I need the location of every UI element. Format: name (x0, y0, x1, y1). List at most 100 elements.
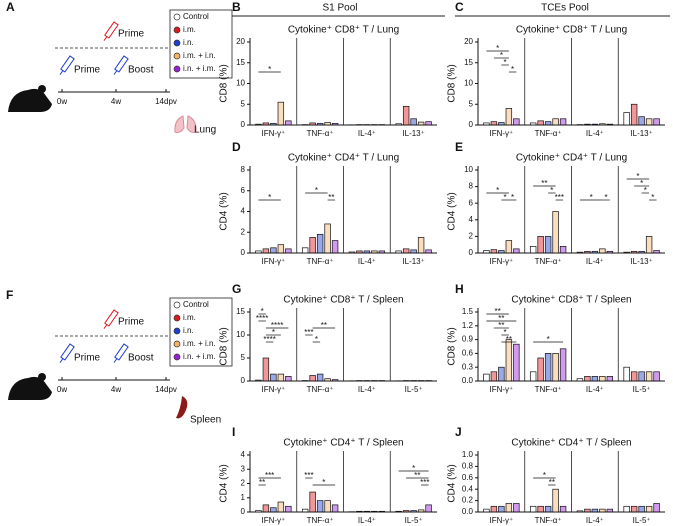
sig-label: * (496, 186, 499, 195)
sig-label: * (500, 51, 503, 60)
bar (498, 366, 505, 382)
bar (544, 121, 552, 126)
legend-marker (173, 340, 181, 348)
bar (483, 250, 490, 254)
step-label: Boost (128, 65, 154, 76)
sig-label: * (590, 193, 593, 202)
syringe (60, 343, 75, 361)
x-tick-label: IL-4⁺ (586, 257, 604, 266)
organ-label: Spleen (190, 415, 221, 426)
x-tick-label: TNF-α⁺ (307, 129, 334, 138)
bar (324, 500, 331, 513)
bar (309, 122, 316, 126)
y-tick-label: 4 (241, 207, 246, 216)
x-tick-label: IL-13⁺ (630, 129, 652, 138)
bar (316, 122, 324, 126)
bar (331, 240, 339, 254)
y-tick-label: 2 (241, 479, 246, 488)
bar (584, 123, 591, 126)
legend-marker (173, 52, 181, 60)
bar (490, 249, 498, 254)
bar (395, 250, 402, 254)
needle (59, 358, 64, 363)
panel-letter: A (6, 0, 15, 14)
sig-label: * (547, 335, 550, 344)
bar (638, 250, 645, 254)
sig-label: * (511, 65, 514, 74)
sig-label: * (543, 471, 546, 480)
y-tick-label: 15 (236, 307, 245, 316)
bar (255, 510, 262, 513)
y-tick-label: 2 (241, 227, 246, 236)
bar (262, 504, 270, 513)
bar (653, 371, 660, 382)
syringe (104, 21, 119, 39)
sig-label: ** (321, 321, 327, 330)
sig-label: * (315, 186, 318, 195)
mouse-ear (38, 85, 46, 93)
sig-label: *** (265, 471, 274, 480)
timeline-label: 0w (57, 97, 67, 106)
chart-title: Cytokine⁺ CD4⁺ T / Lung (516, 153, 627, 164)
bar (591, 123, 599, 126)
bar (623, 366, 630, 382)
sig-label: * (315, 335, 318, 344)
bar (402, 105, 410, 126)
legend-marker (173, 13, 181, 21)
y-tick-label: 1.2 (462, 321, 474, 330)
y-axis-label: CD8 (%) (447, 64, 458, 102)
bar (559, 348, 567, 382)
bar (505, 503, 513, 513)
bar (331, 122, 339, 126)
bar (285, 505, 292, 513)
sig-label: ** (495, 307, 501, 316)
sig-label: * (504, 58, 507, 67)
y-tick-label: 5 (469, 99, 474, 108)
y-tick-label: 0 (469, 248, 474, 257)
sig-label: *** (420, 478, 429, 487)
x-tick-label: IFN-γ⁺ (261, 385, 285, 394)
x-tick-label: IFN-γ⁺ (489, 257, 513, 266)
mouse-ear (38, 373, 46, 381)
x-tick-label: TNF-α⁺ (307, 385, 334, 394)
x-tick-label: TNF-α⁺ (535, 257, 562, 266)
bar (576, 251, 584, 254)
y-axis-label: CD4 (%) (219, 192, 230, 230)
bar (324, 122, 331, 126)
bar (638, 371, 645, 382)
y-tick-label: 0.6 (462, 349, 474, 358)
y-tick-label: 6 (241, 186, 246, 195)
bar (653, 250, 660, 254)
bar (270, 122, 277, 126)
bar (395, 510, 402, 513)
x-tick-label: IFN-γ⁺ (489, 129, 513, 138)
bar (529, 371, 537, 382)
bar (277, 244, 285, 254)
syringe (60, 55, 75, 73)
bar (255, 250, 262, 254)
legend-marker (173, 327, 181, 335)
bar (645, 505, 653, 513)
bar (599, 508, 606, 513)
x-tick-label: IFN-γ⁺ (261, 516, 285, 525)
bar (599, 123, 606, 126)
timeline-label: 0w (57, 385, 67, 394)
y-tick-label: 0 (241, 248, 246, 257)
timeline-label: 14dpv (155, 385, 177, 394)
x-tick-label: IL-5⁺ (633, 516, 651, 525)
sig-label: ** (328, 193, 334, 202)
bar (417, 509, 425, 513)
bar (363, 250, 371, 254)
legend-label: i.n. + i.m. (183, 352, 216, 361)
legend-marker (173, 353, 181, 361)
bar (402, 510, 410, 513)
x-tick-label: TNF-α⁺ (535, 129, 562, 138)
sig-label: ** (506, 335, 512, 344)
x-tick-label: IL-13⁺ (630, 257, 652, 266)
bar (591, 508, 599, 513)
bar (552, 118, 559, 126)
sig-label: * (550, 186, 553, 195)
x-tick-label: IFN-γ⁺ (489, 516, 513, 525)
sig-label: **** (256, 314, 268, 323)
legend-label: i.m. (183, 25, 196, 34)
